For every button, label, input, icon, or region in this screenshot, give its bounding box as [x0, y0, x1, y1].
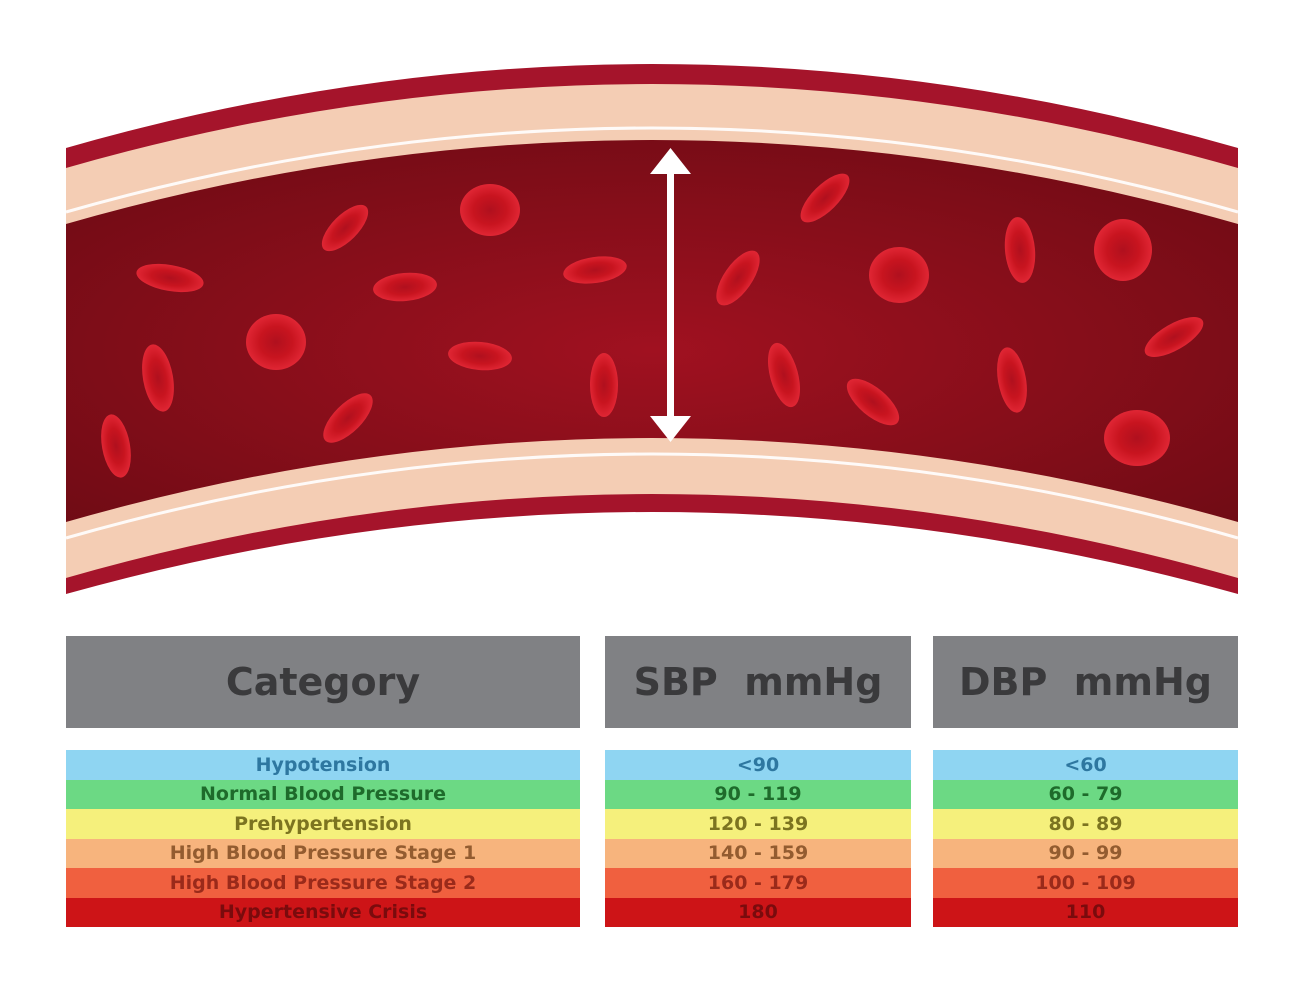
- header-category-label: Category: [225, 660, 421, 704]
- sbp-row: 140 - 159: [605, 838, 911, 868]
- sbp-value: 90 - 119: [714, 783, 802, 806]
- dbp-value: 80 - 89: [1048, 812, 1123, 835]
- category-row: Hypotension: [66, 750, 580, 780]
- dbp-value: 90 - 99: [1048, 842, 1123, 865]
- sbp-value: 160 - 179: [707, 871, 809, 894]
- category-label: Normal Blood Pressure: [200, 783, 446, 806]
- dbp-row: <60: [933, 750, 1238, 780]
- sbp-row: <90: [605, 750, 911, 780]
- sbp-row: 120 - 139: [605, 809, 911, 839]
- category-label: Hypertensive Crisis: [218, 901, 428, 924]
- red-blood-cell-icon: [563, 256, 627, 284]
- red-blood-cells: [101, 173, 1204, 478]
- red-blood-cell-icon: [846, 378, 900, 426]
- sbp-row: 160 - 179: [605, 868, 911, 898]
- dbp-value: 110: [1065, 901, 1106, 924]
- red-blood-cell-icon: [460, 184, 520, 236]
- dbp-value: 60 - 79: [1048, 783, 1123, 806]
- red-blood-cell-icon: [246, 314, 306, 370]
- category-label: Prehypertension: [234, 812, 412, 835]
- sbp-row: 180: [605, 897, 911, 927]
- red-blood-cell-icon: [1144, 317, 1204, 357]
- header-dbp-label: DBP mmHg: [958, 660, 1212, 704]
- dbp-row: 80 - 89: [933, 809, 1238, 839]
- dbp-row: 90 - 99: [933, 838, 1238, 868]
- category-row: High Blood Pressure Stage 1: [66, 838, 580, 868]
- red-blood-cell-icon: [768, 342, 800, 408]
- blood-vessel-illustration: [65, 64, 1239, 594]
- red-blood-cell-icon: [1094, 219, 1152, 281]
- sbp-column: <90 90 - 119 120 - 139 140 - 159 160 - 1…: [605, 750, 911, 927]
- category-column: Hypotension Normal Blood Pressure Prehyp…: [66, 750, 580, 927]
- red-blood-cell-icon: [373, 272, 437, 302]
- category-label: High Blood Pressure Stage 2: [169, 871, 477, 894]
- sbp-row: 90 - 119: [605, 779, 911, 809]
- category-row: Hypertensive Crisis: [66, 897, 580, 927]
- dbp-value: 100 - 109: [1035, 871, 1136, 894]
- category-label: High Blood Pressure Stage 1: [169, 842, 477, 865]
- header-dbp: DBP mmHg: [933, 636, 1238, 728]
- category-row: High Blood Pressure Stage 2: [66, 868, 580, 898]
- red-blood-cell-icon: [136, 263, 204, 293]
- dbp-value: <60: [1064, 753, 1107, 776]
- red-blood-cell-icon: [1004, 217, 1036, 283]
- dbp-row: 110: [933, 897, 1238, 927]
- red-blood-cell-icon: [800, 173, 850, 223]
- dbp-row: 60 - 79: [933, 779, 1238, 809]
- red-blood-cell-icon: [1104, 410, 1170, 466]
- double-arrow-icon: [650, 148, 691, 442]
- category-row: Normal Blood Pressure: [66, 779, 580, 809]
- red-blood-cell-icon: [101, 414, 131, 478]
- red-blood-cell-icon: [323, 393, 373, 443]
- red-blood-cell-icon: [590, 353, 618, 417]
- dbp-row: 100 - 109: [933, 868, 1238, 898]
- category-row: Prehypertension: [66, 809, 580, 839]
- red-blood-cell-icon: [716, 250, 760, 306]
- header-category: Category: [66, 636, 580, 728]
- red-blood-cell-icon: [321, 204, 369, 252]
- dbp-column: <60 60 - 79 80 - 89 90 - 99 100 - 109 11…: [933, 750, 1238, 927]
- red-blood-cell-icon: [448, 341, 512, 371]
- sbp-value: 180: [738, 901, 778, 924]
- header-sbp: SBP mmHg: [605, 636, 911, 728]
- red-blood-cell-icon: [142, 344, 174, 412]
- vessel-upper-lining: [66, 84, 1238, 226]
- category-label: Hypotension: [255, 753, 391, 776]
- sbp-value: 140 - 159: [707, 842, 809, 865]
- header-sbp-label: SBP mmHg: [633, 660, 883, 704]
- sbp-value: <90: [736, 753, 780, 776]
- red-blood-cell-icon: [869, 247, 929, 303]
- red-blood-cell-icon: [997, 347, 1027, 413]
- vessel-lower-lining: [66, 436, 1238, 578]
- sbp-value: 120 - 139: [707, 812, 809, 835]
